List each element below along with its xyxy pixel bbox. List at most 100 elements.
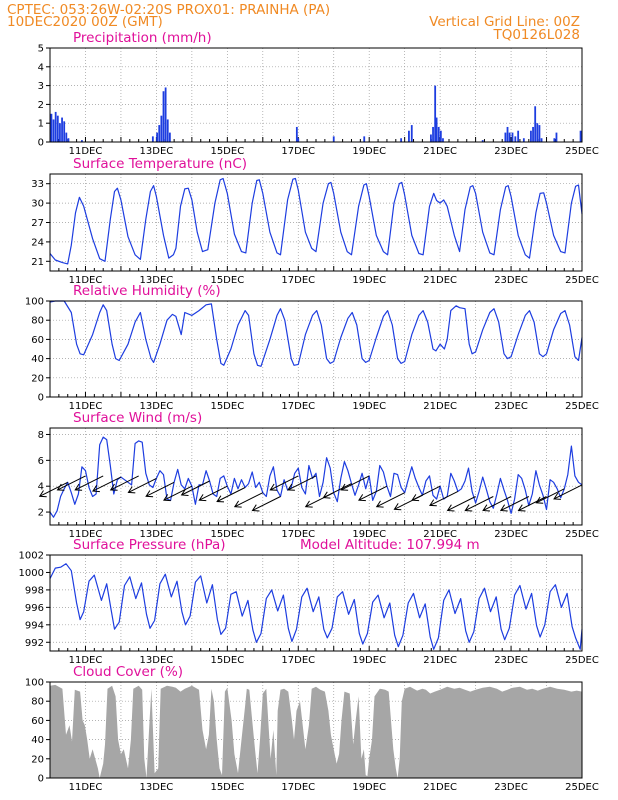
x-date-label: 25DEC <box>565 655 599 666</box>
precip-bar <box>514 136 517 142</box>
x-date-label: 25DEC <box>565 275 599 286</box>
x-date-label: 25DEC <box>565 529 599 540</box>
precip-bar <box>504 132 507 142</box>
cloud-cover-area <box>50 684 582 778</box>
y-tick-label: 80 <box>31 697 44 708</box>
precip-bar <box>579 130 582 142</box>
y-tick-label: 1000 <box>19 568 44 579</box>
precip-bar <box>67 138 70 142</box>
y-tick-label: 998 <box>25 585 44 596</box>
x-date-label: 19DEC <box>352 146 386 157</box>
header-grid-note: Vertical Grid Line: 00Z <box>429 14 580 30</box>
y-tick-label: 60 <box>31 335 44 346</box>
x-date-label: 11DEC <box>69 782 103 793</box>
y-tick-label: 80 <box>31 316 44 327</box>
panel-precipitation: Precipitation (mm/h) 0 1 2 3 4 5 11DEC 13DEC 15DE… <box>38 30 599 157</box>
panel-wind: Surface Wind (m/s) 2 4 6 8 11DEC 13DEC 15DEC 17D… <box>38 410 599 540</box>
precip-bar <box>50 113 53 142</box>
precip-bar <box>430 134 432 142</box>
precip-bar <box>540 138 543 142</box>
wind-vector <box>269 475 299 491</box>
y-tick-label: 8 <box>38 430 44 441</box>
precip-bar <box>434 85 437 142</box>
x-date-label: 21DEC <box>423 655 457 666</box>
precip-bar <box>536 123 539 142</box>
y-tick-label: 40 <box>31 735 44 746</box>
header-location: CPTEC: 053:26W-02:20S PROX01: PRAINHA (P… <box>7 2 330 18</box>
panel-humidity: Relative Humidity (%) 0 20 40 60 80 100 11DEC 13… <box>25 283 599 412</box>
precip-bar <box>522 138 525 142</box>
precip-bar <box>553 138 556 142</box>
y-tick-label: 33 <box>31 179 44 190</box>
precip-bar <box>432 126 434 142</box>
x-date-label: 21DEC <box>423 146 457 157</box>
precip-bar <box>168 132 171 142</box>
precip-bar <box>410 125 413 142</box>
precip-bar <box>506 126 509 142</box>
header-product-code: TQ0126L028 <box>492 27 580 43</box>
x-date-label: 13DEC <box>140 146 174 157</box>
x-date-label: 21DEC <box>423 529 457 540</box>
panel-pressure: Surface Pressure (hPa) Model Altitude: 10… <box>19 537 599 666</box>
wind-vector <box>446 496 476 512</box>
y-tick-label: 2 <box>38 508 44 519</box>
x-date-label: 15DEC <box>210 655 244 666</box>
precip-bar <box>151 136 154 142</box>
x-date-label: 15DEC <box>210 146 244 157</box>
x-date-label: 25DEC <box>565 146 599 157</box>
y-tick-label: 20 <box>31 754 44 765</box>
x-date-label: 17DEC <box>281 275 315 286</box>
panel-frame <box>49 681 583 779</box>
x-date-label: 15DEC <box>210 275 244 286</box>
wind-vector <box>358 485 388 502</box>
x-date-label: 17DEC <box>281 146 315 157</box>
y-tick-label: 1 <box>38 119 44 130</box>
x-date-label: 23DEC <box>494 275 528 286</box>
y-tick-label: 996 <box>25 603 44 614</box>
precip-bar <box>481 140 484 142</box>
model-altitude-label: Model Altitude: 107.994 m <box>300 537 480 553</box>
wind-vector <box>535 488 565 504</box>
panel-title: Cloud Cover (%) <box>73 664 183 680</box>
panel-temperature: Surface Temperature (nC) 21 24 27 30 33 11DEC 1… <box>31 156 599 286</box>
pressure-series-line <box>49 563 583 650</box>
panel-title: Precipitation (mm/h) <box>73 30 212 46</box>
wind-vector <box>411 485 441 502</box>
precip-bar <box>61 117 63 142</box>
x-date-label: 17DEC <box>281 782 315 793</box>
x-date-label: 13DEC <box>140 275 174 286</box>
y-tick-label: 2 <box>38 100 44 111</box>
precip-bar <box>442 138 444 142</box>
wind-vector <box>92 476 122 493</box>
panel-title: Surface Wind (m/s) <box>73 410 202 426</box>
precip-bar <box>81 140 83 142</box>
wind-vector <box>340 475 370 491</box>
precip-bar <box>162 91 165 142</box>
wind-vector <box>216 487 246 503</box>
x-date-label: 11DEC <box>69 529 103 540</box>
precip-bar <box>160 115 163 142</box>
panel-cloud_cover: Cloud Cover (%) 0 20 40 60 80 100 11DEC 13DEC 15D… <box>25 664 599 793</box>
wind-vector <box>198 485 228 502</box>
y-tick-label: 30 <box>31 199 44 210</box>
wind-vector <box>287 475 317 491</box>
precip-bar <box>517 130 520 142</box>
x-date-label: 25DEC <box>565 401 599 412</box>
wind-vector <box>517 496 547 512</box>
precip-bar <box>52 119 55 142</box>
y-tick-label: 27 <box>31 218 44 229</box>
panel-frame <box>49 173 583 272</box>
precip-bar <box>295 126 298 142</box>
precip-bar <box>63 121 66 142</box>
x-date-label: 13DEC <box>140 782 174 793</box>
y-tick-label: 3 <box>38 81 44 92</box>
wind-vector <box>56 475 86 491</box>
y-tick-label: 24 <box>31 237 44 248</box>
precip-bar <box>65 132 68 142</box>
precip-bar <box>532 126 534 142</box>
x-date-label: 15DEC <box>210 782 244 793</box>
panel-title: Relative Humidity (%) <box>73 283 221 299</box>
wind-vector <box>74 475 104 491</box>
y-tick-label: 100 <box>25 297 44 308</box>
x-date-label: 11DEC <box>69 146 103 157</box>
